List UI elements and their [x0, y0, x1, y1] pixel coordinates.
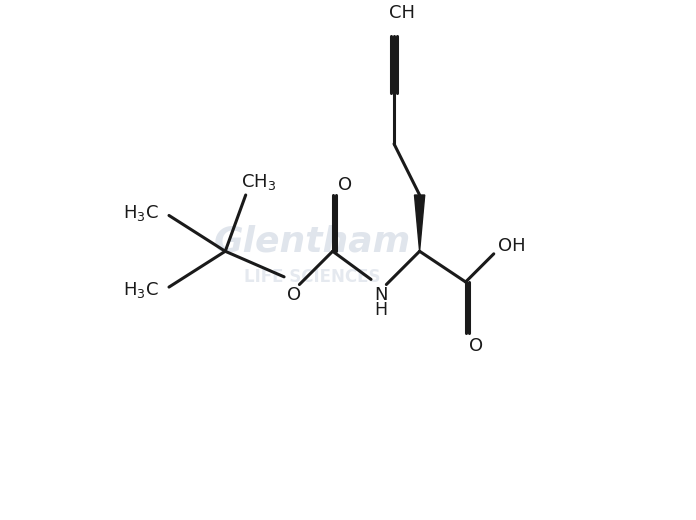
Text: O: O [338, 176, 352, 194]
Polygon shape [415, 195, 425, 251]
Text: N: N [374, 286, 388, 304]
Text: LIFE SCIENCES: LIFE SCIENCES [244, 268, 381, 286]
Text: H$_3$C: H$_3$C [123, 203, 159, 223]
Text: H$_3$C: H$_3$C [123, 280, 159, 300]
Text: OH: OH [498, 237, 525, 255]
Text: O: O [469, 337, 483, 355]
Text: Glentham: Glentham [214, 224, 411, 258]
Text: CH: CH [388, 5, 415, 22]
Text: CH$_3$: CH$_3$ [241, 172, 276, 192]
Text: O: O [287, 286, 301, 304]
Text: H: H [374, 301, 388, 319]
